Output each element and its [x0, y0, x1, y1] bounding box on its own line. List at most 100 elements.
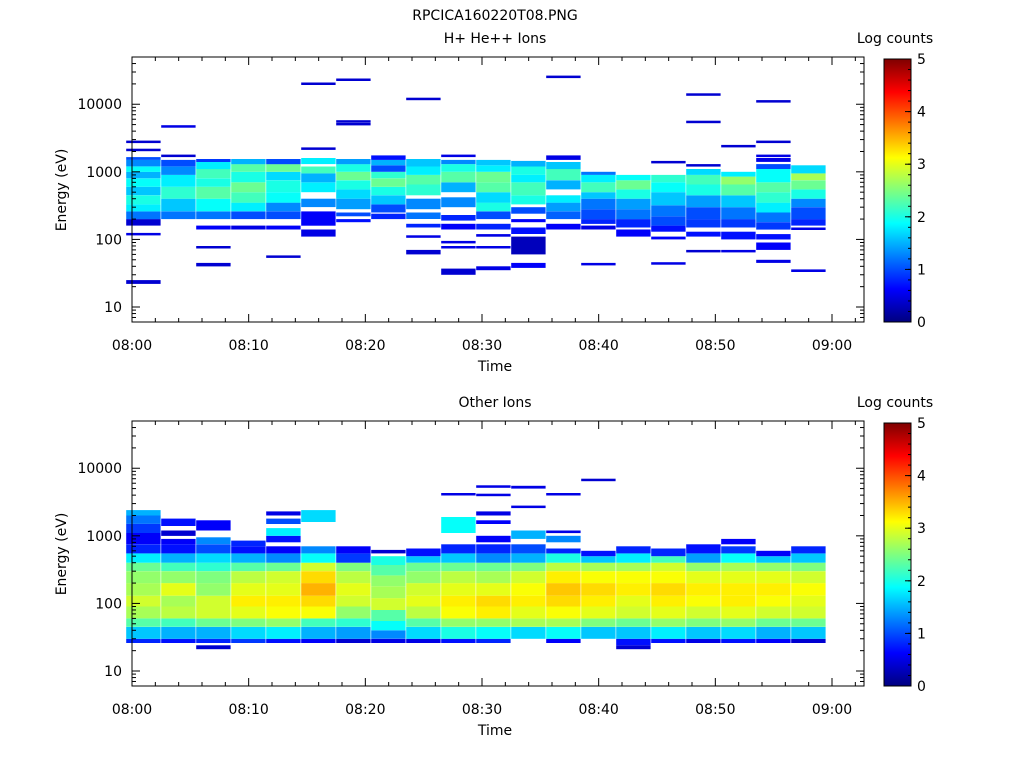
heatmap-cell: [616, 645, 651, 650]
colorbar: 0 1 2 3 4 5: [883, 416, 926, 695]
heatmap-cell: [441, 246, 476, 249]
heatmap-cell: [231, 618, 266, 627]
heatmap-cell: [616, 180, 651, 190]
heatmap-cell: [161, 571, 196, 584]
heatmap-cell: [231, 225, 266, 230]
heatmap-cell: [581, 556, 616, 563]
heatmap-cell: [651, 618, 686, 627]
heatmap-cell: [301, 173, 336, 183]
heatmap-cell: [476, 165, 511, 172]
heatmap-cell: [301, 510, 336, 522]
heatmap-cell: [301, 166, 336, 174]
heatmap-cell: [441, 197, 476, 208]
heatmap-cell: [161, 618, 196, 627]
heatmap-cell: [126, 178, 161, 187]
heatmap-cell: [546, 211, 581, 220]
heatmap-cell: [196, 645, 231, 650]
heatmap-cell: [301, 229, 336, 237]
heatmap-cell: [196, 553, 231, 563]
heatmap-cell: [511, 174, 546, 183]
heatmap-cell: [756, 154, 791, 158]
heatmap-cell: [651, 556, 686, 563]
heatmap-cell: [301, 571, 336, 584]
heatmap-cell: [231, 171, 266, 183]
x-tick-label: 08:10: [228, 702, 268, 718]
heatmap-cell: [651, 216, 686, 226]
heatmap-cell: [721, 249, 756, 253]
heatmap-cell: [791, 219, 826, 226]
heatmap-cell: [476, 211, 511, 220]
heatmap-cell: [371, 610, 406, 621]
heatmap-cell: [126, 595, 161, 607]
heatmap-cell: [791, 553, 826, 563]
heatmap-cell: [231, 164, 266, 172]
colorbar-tick-label: 1: [917, 262, 926, 278]
heatmap-cell: [126, 148, 161, 152]
heatmap-cell: [371, 171, 406, 179]
heatmap-cell: [371, 186, 406, 196]
heatmap-cell: [126, 186, 161, 196]
heatmap-cell: [476, 246, 511, 249]
colorbar-tick-label: 5: [917, 52, 926, 68]
colorbar-tick-label: 3: [917, 521, 926, 537]
heatmap-cell: [721, 583, 756, 596]
heatmap-cell: [686, 638, 721, 643]
heatmap-cell: [616, 638, 651, 646]
heatmap-cell: [511, 626, 546, 639]
heatmap-cell: [616, 606, 651, 619]
heatmap-cell: [686, 169, 721, 175]
heatmap-cell: [406, 556, 441, 563]
heatmap-cell: [161, 530, 196, 536]
heatmap-cell: [651, 606, 686, 619]
heatmap-cell: [581, 618, 616, 627]
heatmap-cell: [546, 548, 581, 554]
heatmap-cell: [371, 549, 406, 554]
x-axis-label: Time: [477, 723, 512, 739]
heatmap-cell: [266, 583, 301, 596]
heatmap-cell: [126, 638, 161, 643]
heatmap-cell: [196, 211, 231, 220]
heatmap-cell: [336, 562, 371, 572]
heatmap-cell: [336, 198, 371, 210]
heatmap-cell: [581, 583, 616, 596]
heatmap-cell: [406, 595, 441, 607]
heatmap-cell: [511, 618, 546, 627]
heatmap-cell: [301, 182, 336, 193]
heatmap-cell: [371, 598, 406, 610]
heatmap-cell: [126, 523, 161, 533]
heatmap-cell: [126, 219, 161, 226]
heatmap-cell: [581, 595, 616, 607]
colorbar-tick-label: 2: [917, 574, 926, 590]
heatmap-cell: [371, 630, 406, 639]
heatmap-cell: [301, 606, 336, 619]
heatmap-cell: [616, 553, 651, 563]
heatmap-cell: [616, 595, 651, 607]
heatmap-cell: [756, 192, 791, 203]
heatmap-cell: [791, 583, 826, 596]
heatmap-cell: [616, 198, 651, 210]
heatmap-cell: [511, 227, 546, 234]
heatmap-cell: [511, 236, 546, 255]
heatmap-cell: [126, 140, 161, 144]
heatmap-cell: [196, 162, 231, 170]
heatmap-cell: [791, 618, 826, 627]
heatmap-cell: [476, 535, 511, 543]
heatmap-cell: [581, 550, 616, 557]
heatmap-cell: [616, 174, 651, 181]
heatmap-cell: [616, 219, 651, 228]
heatmap-cell: [126, 626, 161, 639]
heatmap-cell: [511, 562, 546, 572]
heatmap-cell: [336, 219, 371, 223]
heatmap-cell: [266, 180, 301, 193]
heatmap-cell: [406, 184, 441, 196]
heatmap-cell: [126, 583, 161, 596]
heatmap-cell: [406, 249, 441, 255]
heatmap-cell: [686, 219, 721, 228]
heatmap-cell: [686, 174, 721, 185]
heatmap-cell: [581, 478, 616, 482]
colorbar-gradient: [883, 422, 912, 687]
heatmap-cell: [126, 204, 161, 212]
x-tick-label: 08:30: [462, 702, 502, 718]
heatmap-cell: [301, 211, 336, 226]
heatmap-cell: [476, 159, 511, 166]
